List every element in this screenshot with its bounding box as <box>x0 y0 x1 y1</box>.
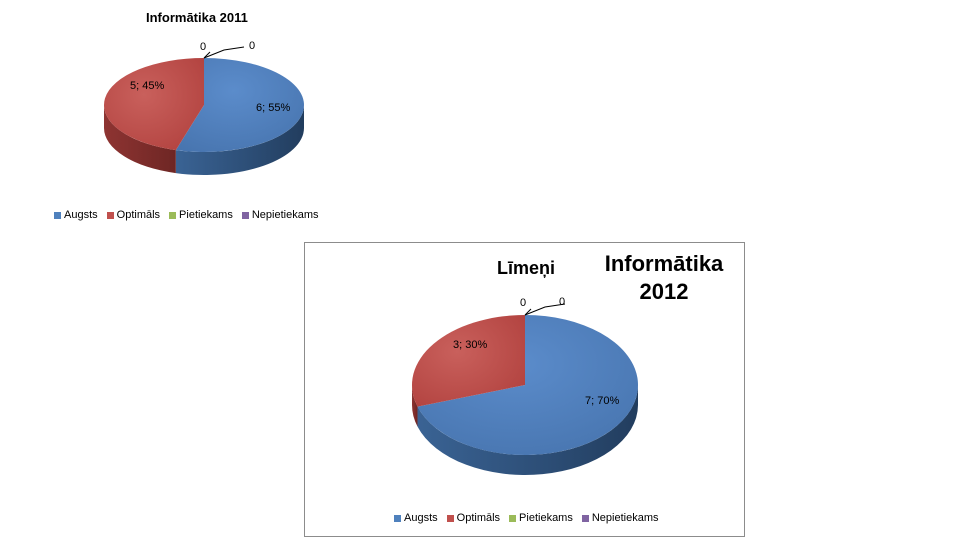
chart-2011-legend: Augsts Optimāls Pietiekams Nepietiekams <box>54 209 327 221</box>
legend-label: Nepietiekams <box>251 209 319 221</box>
legend-swatch <box>446 514 454 522</box>
legend-label: Pietiekams <box>179 209 233 221</box>
pie-slice-optimāls <box>104 58 204 151</box>
legend-item-pietiekams: Pietiekams <box>169 209 233 221</box>
leader-line-pietiekams <box>203 51 211 59</box>
data-label-2012-nepietiekams: 0 <box>559 296 566 308</box>
legend-item-nepietiekams: Nepietiekams <box>241 209 319 221</box>
chart-2012-subtitle: Līmeņi <box>497 258 556 278</box>
legend-label: Optimāls <box>116 209 161 221</box>
legend-item-optimals: Optimāls <box>106 209 161 221</box>
leader-line-nepietiekams <box>203 46 245 59</box>
data-label-2011-nepietiekams: 0 <box>249 40 256 52</box>
pie-2012 <box>412 303 638 475</box>
pie-slice-side <box>104 105 176 174</box>
legend-label: Optimāls <box>456 512 501 524</box>
legend-swatch <box>394 514 401 522</box>
data-label-2011-optimals: 5; 45% <box>130 80 165 92</box>
legend-item-augsts: Augsts <box>54 209 98 221</box>
legend-swatch <box>509 514 517 522</box>
chart-2011-title: Informātika 2011 <box>146 10 248 25</box>
legend-label: Augsts <box>64 209 98 221</box>
pie-slice-optimāls <box>412 315 525 407</box>
legend-item-pietiekams: Pietiekams <box>509 512 573 524</box>
legend-item-nepietiekams: Nepietiekams <box>581 512 659 524</box>
legend-label: Pietiekams <box>519 512 573 524</box>
pie-slice-side <box>175 105 304 175</box>
data-label-2012-optimals: 3; 30% <box>453 339 488 351</box>
pie-slice-augsts <box>417 315 638 455</box>
legend-swatch <box>54 211 61 219</box>
legend-item-augsts: Augsts <box>394 512 438 524</box>
legend-swatch <box>581 514 589 522</box>
data-label-2012-augsts: 7; 70% <box>585 395 620 407</box>
leader-line-pietiekams <box>524 308 532 316</box>
legend-label: Augsts <box>404 512 438 524</box>
leader-line-nepietiekams <box>524 303 566 316</box>
pie-slice-side <box>412 385 418 427</box>
data-label-2011-pietiekams: 0 <box>200 41 207 53</box>
legend-item-optimals: Optimāls <box>446 512 501 524</box>
data-label-2012-pietiekams: 0 <box>520 297 527 309</box>
pie-slice-augsts <box>175 58 304 152</box>
pie-2011 <box>104 46 304 175</box>
data-label-2011-augsts: 6; 55% <box>256 102 291 114</box>
legend-swatch <box>169 211 177 219</box>
chart-2012-legend: Augsts Optimāls Pietiekams Nepietiekams <box>394 512 667 524</box>
legend-swatch <box>106 211 114 219</box>
legend-swatch <box>241 211 249 219</box>
chart-2012-title: Informātika 2012 <box>604 251 724 304</box>
legend-label: Nepietiekams <box>591 512 659 524</box>
pie-slice-side <box>417 385 638 475</box>
